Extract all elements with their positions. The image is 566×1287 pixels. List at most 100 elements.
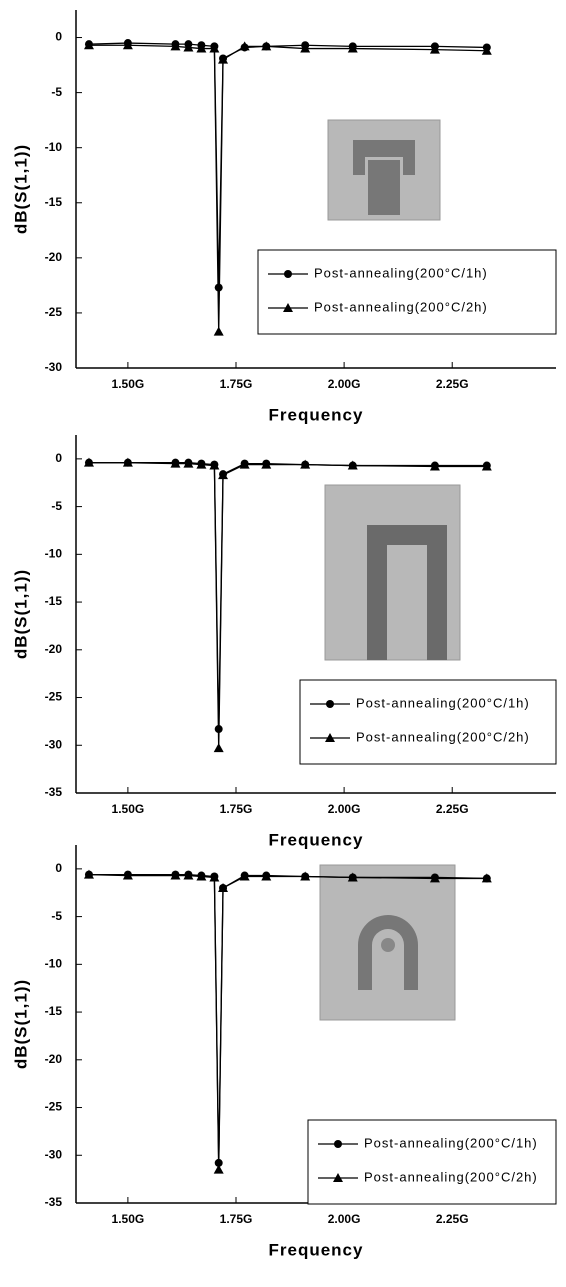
x-tick-label: 2.00G [328,802,361,816]
marker [183,42,194,52]
marker [170,41,181,51]
marker [429,873,440,883]
marker [347,460,358,470]
y-axis-label: dB(S(1,1)) [11,979,30,1069]
legend-label: Post-annealing(200°C/2h) [356,729,530,744]
marker [196,43,207,53]
chart-panel: 0 -5 -10 -15 -20 -25 -30 1.50G 1.75G 2.00G 2.25G Fr… [11,10,557,424]
y-tick-label: -20 [45,1052,63,1066]
inset-pattern [381,938,395,952]
chart-panel: 0 -5 -10 -15 -20 -25 -30 -35 1.50G 1.75G 2.00G 2.25… [11,435,557,849]
y-tick-label: 0 [55,451,62,465]
marker [481,461,492,471]
legend-box [307,1119,557,1205]
marker [196,871,207,881]
marker [261,41,272,51]
y-tick-label: 0 [55,30,62,44]
y-tick-label: -15 [45,1004,63,1018]
x-axis-label: Frequency [269,405,364,424]
inset-pattern [353,140,415,215]
y-tick-label: -30 [45,360,63,374]
marker [347,43,358,53]
y-axis-label: dB(S(1,1)) [11,569,30,659]
x-tick-label: 1.50G [112,802,145,816]
marker [300,43,311,53]
legend-box [299,679,557,765]
marker [183,458,194,468]
marker [213,743,224,753]
y-tick-label: -25 [45,1100,63,1114]
marker [83,457,94,467]
x-tick-label: 2.00G [328,377,361,391]
marker [122,457,133,467]
marker [218,882,229,892]
marker [213,1164,224,1174]
x-tick-label: 2.00G [328,1212,361,1226]
x-tick-label: 2.25G [436,377,469,391]
marker [209,460,220,470]
marker [196,459,207,469]
inset-pattern [367,525,447,660]
marker [170,870,181,880]
marker [300,459,311,469]
marker [239,459,250,469]
y-axis-label: dB(S(1,1)) [11,144,30,234]
marker [334,1140,342,1148]
marker [429,44,440,54]
y-tick-label: -35 [45,785,63,799]
marker [170,458,181,468]
x-tick-label: 2.25G [436,1212,469,1226]
marker [325,733,335,742]
y-tick-label: -5 [51,85,62,99]
y-tick-label: -20 [45,250,63,264]
marker [209,43,220,53]
marker [283,303,293,312]
y-tick-label: -35 [45,1195,63,1209]
marker [214,283,223,292]
x-tick-label: 1.50G [112,377,145,391]
x-tick-label: 2.25G [436,802,469,816]
marker [209,872,220,882]
y-tick-label: -10 [45,957,63,971]
legend-label: Post-annealing(200°C/1h) [356,695,530,710]
legend-box [257,249,557,335]
legend: Post-annealing(200°C/1h) Post-annealing(2… [307,1119,557,1205]
y-tick-label: -25 [45,305,63,319]
inset-pattern [358,915,418,990]
y-tick-label: -10 [45,140,63,154]
marker [83,869,94,879]
marker [481,45,492,55]
marker [218,470,229,480]
marker [122,40,133,50]
x-tick-label: 1.75G [220,802,253,816]
y-tick-label: -30 [45,1147,63,1161]
marker [239,871,250,881]
legend: Post-annealing(200°C/1h) Post-annealing(2… [299,679,557,765]
marker [183,870,194,880]
x-tick-label: 1.75G [220,1212,253,1226]
marker [261,871,272,881]
y-tick-label: -25 [45,690,63,704]
marker [284,270,292,278]
y-tick-label: 0 [55,861,62,875]
legend-label: Post-annealing(200°C/1h) [364,1135,538,1150]
x-axis-label: Frequency [269,830,364,849]
y-tick-label: -10 [45,547,63,561]
y-tick-label: -20 [45,642,63,656]
x-axis-label: Frequency [269,1240,364,1259]
y-tick-label: -5 [51,499,62,513]
y-tick-label: -15 [45,195,63,209]
marker [300,871,311,881]
marker [213,326,224,336]
y-tick-label: -5 [51,909,62,923]
legend-label: Post-annealing(200°C/2h) [364,1169,538,1184]
marker [239,41,250,51]
y-tick-label: -15 [45,594,63,608]
marker [218,54,229,64]
marker [326,700,334,708]
marker [83,40,94,50]
legend-label: Post-annealing(200°C/1h) [314,265,488,280]
marker [261,459,272,469]
marker [481,873,492,883]
marker [429,461,440,471]
